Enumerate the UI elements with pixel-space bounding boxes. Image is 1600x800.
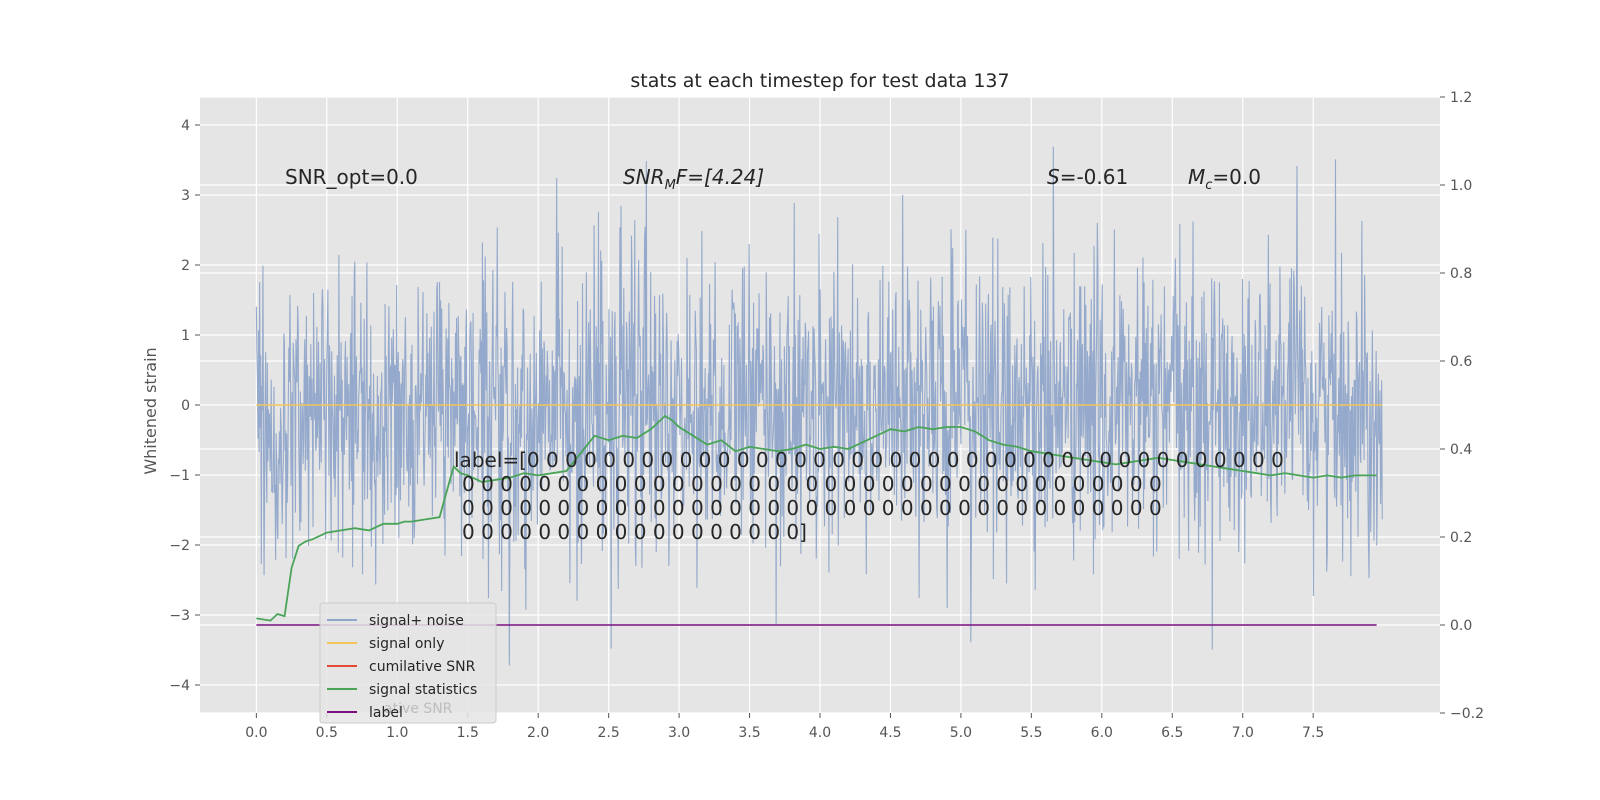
annotation-label-line-3: 0 0 0 0 0 0 0 0 0 0 0 0 0 0 0 0 0 0 0 0 … (462, 496, 1162, 520)
x-tick-label: 3.0 (668, 725, 690, 741)
annotation-snr-opt: SNR_opt=0.0 (285, 165, 418, 189)
annotation-label-line-1: label=[0 0 0 0 0 0 0 0 0 0 0 0 0 0 0 0 0… (454, 448, 1284, 472)
x-tick-label: 1.5 (457, 725, 479, 741)
x-tick-label: 5.5 (1020, 725, 1042, 741)
annotation-snr-mf: SNRMF=[4.24] (623, 165, 764, 193)
y-tick-label-left: 4 (181, 118, 190, 134)
y-tick-label-right: 1.0 (1450, 178, 1472, 194)
legend-ghost-text: ative SNR (384, 701, 453, 717)
legend-label: cumilative SNR (369, 659, 476, 675)
x-tick-label: 4.0 (809, 725, 831, 741)
annotation-snr-mf-sub: M (665, 178, 676, 193)
series-signal-noise-line (255, 146, 1383, 666)
annotation-s-rest: =-0.61 (1060, 165, 1129, 189)
annotation-label-line-2: 0 0 0 0 0 0 0 0 0 0 0 0 0 0 0 0 0 0 0 0 … (462, 472, 1162, 496)
x-tick-label: 2.5 (598, 725, 620, 741)
x-tick-label: 5.0 (950, 725, 972, 741)
annotation-label-line-4: 0 0 0 0 0 0 0 0 0 0 0 0 0 0 0 0 0 0] (462, 520, 807, 544)
legend-box (319, 602, 497, 724)
x-tick-label: 4.5 (879, 725, 901, 741)
y-tick-label-left: 3 (181, 188, 190, 204)
annotation-mc-main: M (1188, 165, 1205, 189)
x-tick-label: 0.0 (245, 725, 267, 741)
legend: ative SNR signal+ noise signal only cumila… (319, 602, 497, 724)
annotation-mc-rest: =0.0 (1212, 165, 1261, 189)
x-tick-label: 3.5 (738, 725, 760, 741)
y-tick-label-left: −3 (169, 608, 190, 624)
y-tick-label-left: −1 (169, 468, 190, 484)
annotation-s-italic: S (1047, 165, 1060, 189)
legend-label: signal+ noise (369, 613, 464, 629)
legend-label: signal only (369, 636, 444, 652)
annotation-mc-sub: c (1205, 178, 1212, 193)
legend-label: label (369, 705, 403, 721)
y-axis-label: Whitened strain (141, 347, 160, 474)
axis-ticks: 0.0 0.5 1.0 1.5 2.0 2.5 3.0 3.5 4.0 4.5 5.0 5.5 6.0 6… (169, 90, 1484, 741)
annotation-snr-mf-main: SNR (623, 165, 665, 189)
annotation-mc: Mc=0.0 (1188, 165, 1261, 193)
annotation-snr-mf-rest: F=[4.24] (676, 165, 764, 189)
y-tick-label-right: −0.2 (1450, 706, 1484, 722)
x-tick-label: 2.0 (527, 725, 549, 741)
x-tick-label: 0.5 (316, 725, 338, 741)
legend-label: signal statistics (369, 682, 477, 698)
y-tick-label-left: 2 (181, 258, 190, 274)
y-tick-label-left: 1 (181, 328, 190, 344)
y-tick-label-right: 1.2 (1450, 90, 1472, 106)
y-tick-label-right: 0.4 (1450, 442, 1472, 458)
x-tick-label: 6.5 (1161, 725, 1183, 741)
y-tick-label-right: 0.0 (1450, 618, 1472, 634)
x-tick-label: 7.5 (1302, 725, 1324, 741)
y-tick-label-right: 0.8 (1450, 266, 1472, 282)
y-tick-label-left: −2 (169, 538, 190, 554)
series-signal-statistics-line (256, 414, 1377, 622)
x-tick-label: 6.0 (1091, 725, 1113, 741)
y-tick-label-left: 0 (181, 398, 190, 414)
chart-title: stats at each timestep for test data 137 (630, 70, 1009, 92)
annotation-s: S=-0.61 (1047, 165, 1128, 189)
y-tick-label-left: −4 (169, 678, 190, 694)
y-tick-label-right: 0.2 (1450, 530, 1472, 546)
x-tick-label: 7.0 (1232, 725, 1254, 741)
x-tick-label: 1.0 (386, 725, 408, 741)
y-tick-label-right: 0.6 (1450, 354, 1472, 370)
legend-items: signal+ noise signal only cumilative SNR si… (327, 613, 477, 721)
signal-noise-series (255, 146, 1383, 666)
